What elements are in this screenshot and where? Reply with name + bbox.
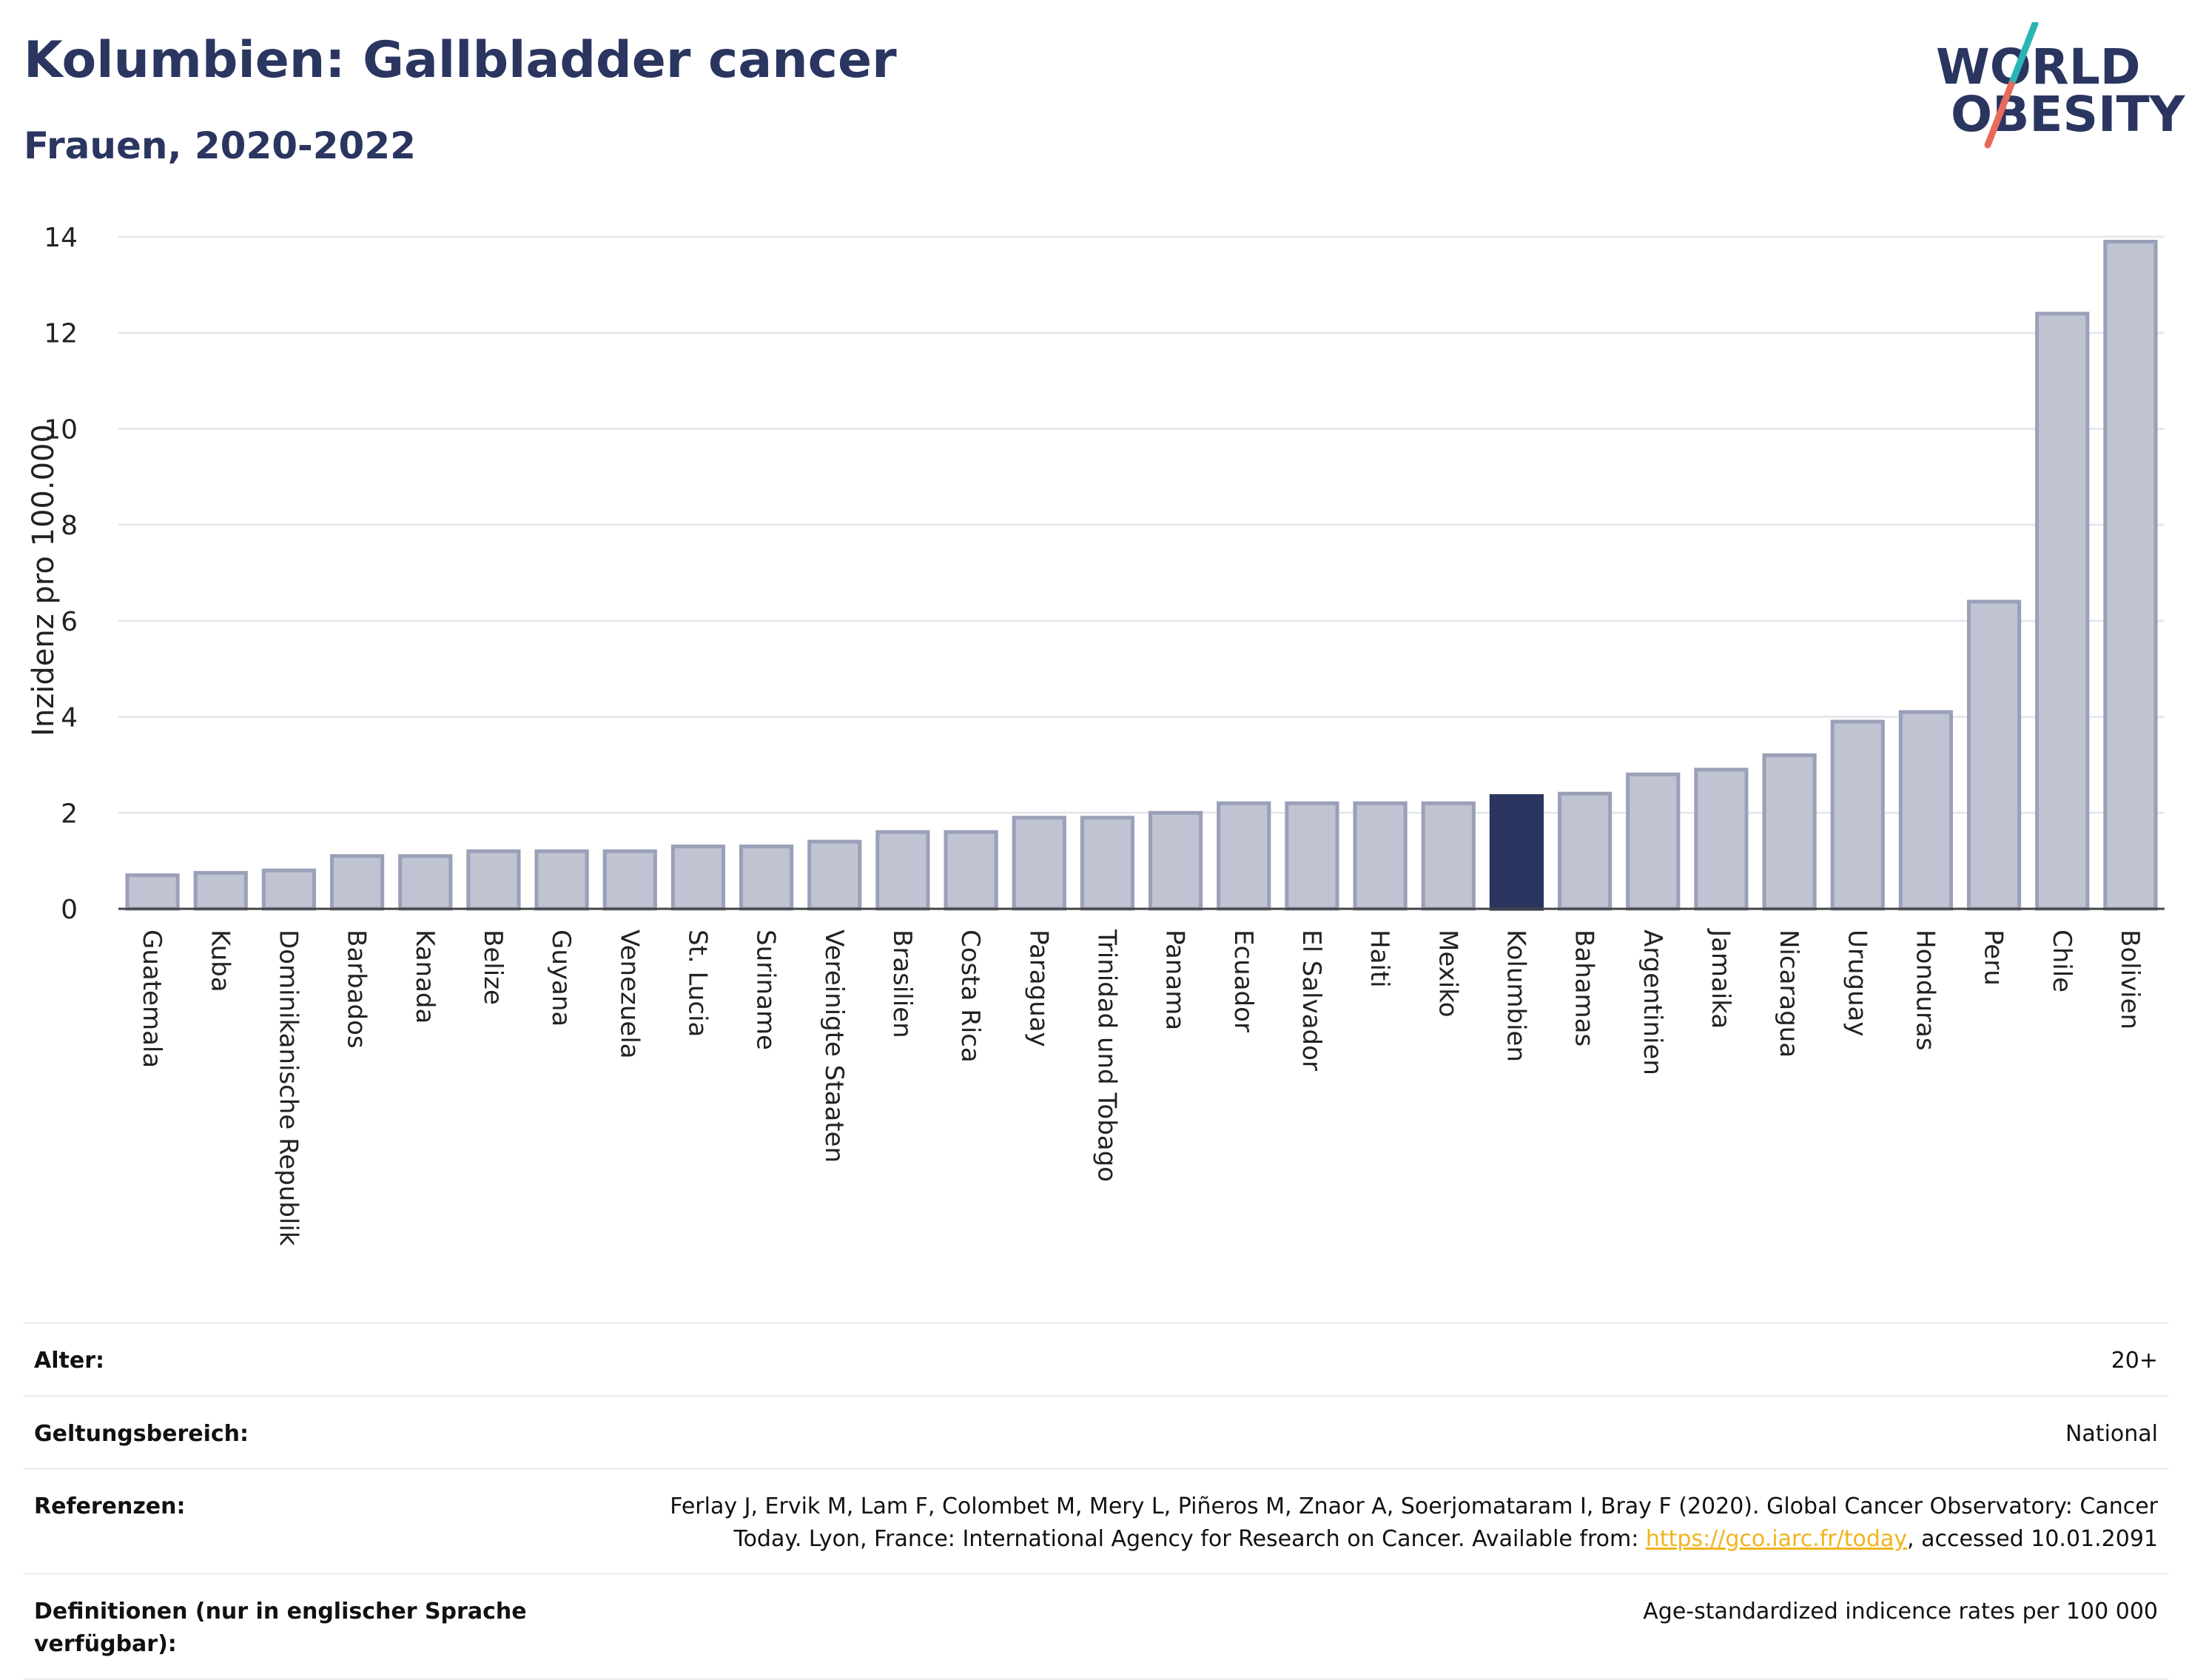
x-tick-label: Barbados xyxy=(342,930,371,1049)
bar xyxy=(875,830,930,911)
x-tick-label: Vereinigte Staaten xyxy=(819,930,849,1163)
bar xyxy=(329,854,385,911)
info-label: Alter: xyxy=(34,1348,104,1374)
x-tick-label: Ecuador xyxy=(1228,930,1258,1032)
bar xyxy=(1626,772,1681,911)
bar xyxy=(944,830,998,911)
bar xyxy=(1217,801,1271,911)
logo-line-1: WORLD xyxy=(1936,38,2141,95)
x-tick-label: Nicaragua xyxy=(1774,930,1803,1058)
bar xyxy=(1966,599,2022,911)
x-tick-label: Dominikanische Republik xyxy=(273,930,303,1246)
y-tick-label: 6 xyxy=(61,607,78,637)
bar xyxy=(1012,816,1066,911)
bar xyxy=(2103,239,2158,911)
reference-line-2: Today. Lyon, France: International Agenc… xyxy=(733,1525,1646,1552)
x-tick-label: Kuba xyxy=(205,930,235,992)
y-tick-label: 12 xyxy=(44,319,78,349)
info-row-definitions: Definitionen (nur in englischer Sprache … xyxy=(24,1573,2168,1680)
bar-chart: 0 2 4 6 8 10 12 14 Inzidenz pro 100.000 Guatemala… xyxy=(27,223,2165,1246)
bar xyxy=(398,854,453,911)
info-row-references: Referenzen: Ferlay J, Ervik M, Lam F, Co… xyxy=(24,1468,2168,1573)
info-value: Age-standardized indicence rates per 100… xyxy=(1643,1599,2158,1624)
logo-slash-icon xyxy=(1984,22,2039,149)
bar xyxy=(1421,801,1476,911)
bar xyxy=(1148,810,1203,911)
x-tick-label: Honduras xyxy=(1910,930,1940,1051)
reference-link[interactable]: https://gco.iarc.fr/today xyxy=(1645,1525,1908,1552)
page-subtitle: Frauen, 2020-2022 xyxy=(24,124,416,167)
bar xyxy=(2035,312,2090,911)
x-tick-label: Bahamas xyxy=(1570,930,1599,1046)
bar xyxy=(670,844,726,911)
info-row-age: Alter: 20+ xyxy=(24,1322,2168,1395)
y-tick-label: 10 xyxy=(44,414,78,445)
x-tick-label: Peru xyxy=(1979,930,2008,986)
x-tick-label: Costa Rica xyxy=(955,930,985,1063)
x-tick-label: Bolivien xyxy=(2115,930,2145,1029)
bar xyxy=(534,849,589,911)
world-obesity-logo: WORLD OBESITY xyxy=(1924,22,2185,155)
logo-line-2: OBESITY xyxy=(1951,86,2185,143)
bar xyxy=(739,844,794,911)
x-tick-label: Panama xyxy=(1160,930,1190,1030)
bar xyxy=(125,873,180,911)
x-tick-label: Kolumbien xyxy=(1501,930,1530,1062)
x-tick-label: Suriname xyxy=(751,930,781,1050)
bar xyxy=(1489,794,1544,911)
info-table: Alter: 20+ Geltungsbereich: National Ref… xyxy=(24,1322,2168,1680)
x-tick-label: Chile xyxy=(2047,930,2077,992)
bar xyxy=(1694,767,1749,911)
info-label: Geltungsbereich: xyxy=(34,1420,249,1447)
x-tick-label: Kanada xyxy=(410,930,440,1024)
x-tick-label: Venezuela xyxy=(614,930,644,1059)
bar xyxy=(1080,816,1135,911)
x-tick-label: Trinidad und Tobago xyxy=(1092,929,1121,1182)
info-row-scope: Geltungsbereich: National xyxy=(24,1394,2168,1468)
y-tick-label: 0 xyxy=(61,895,78,925)
x-tick-label: Mexiko xyxy=(1433,930,1462,1018)
x-tick-label: Jamaika xyxy=(1706,928,1735,1029)
x-tick-label: Haiti xyxy=(1365,930,1394,988)
x-tick-label: El Salvador xyxy=(1297,930,1326,1071)
x-tick-label: Paraguay xyxy=(1023,930,1053,1047)
x-tick-label: Brasilien xyxy=(887,930,917,1038)
bar xyxy=(807,839,862,911)
x-tick-label: St. Lucia xyxy=(682,930,712,1037)
y-tick-label: 4 xyxy=(61,703,78,733)
info-value: National xyxy=(2065,1420,2158,1447)
x-tick-label: Argentinien xyxy=(1638,930,1667,1075)
y-tick-label: 8 xyxy=(61,511,78,541)
info-value: 20+ xyxy=(2111,1348,2158,1374)
bar xyxy=(1557,791,1613,911)
bar xyxy=(261,868,317,911)
y-axis-label: Inzidenz pro 100.000 xyxy=(27,424,61,736)
x-tick-label: Belize xyxy=(478,930,508,1005)
info-value: Ferlay J, Ervik M, Lam F, Colombet M, Me… xyxy=(670,1491,2158,1555)
reference-line-1: Ferlay J, Ervik M, Lam F, Colombet M, Me… xyxy=(670,1493,2158,1519)
page-title: Kolumbien: Gallbladder cancer xyxy=(24,31,897,90)
x-tick-label: Guatemala xyxy=(137,930,167,1068)
bar xyxy=(193,870,248,911)
bar xyxy=(466,849,521,911)
info-label: Definitionen (nur in englischer Sprache … xyxy=(34,1599,527,1657)
x-tick-label: Guyana xyxy=(546,930,576,1027)
y-tick-label: 2 xyxy=(61,799,78,829)
bar xyxy=(602,849,657,911)
bar xyxy=(1830,719,1885,911)
reference-accessed: , accessed 10.01.2091 xyxy=(1907,1525,2158,1552)
bar xyxy=(1898,710,1954,911)
bar xyxy=(1285,801,1339,911)
bar xyxy=(1353,801,1408,911)
y-tick-label: 14 xyxy=(44,223,78,253)
info-label: Referenzen: xyxy=(34,1493,186,1519)
bar xyxy=(1762,753,1817,911)
x-tick-label: Uruguay xyxy=(1842,930,1872,1037)
